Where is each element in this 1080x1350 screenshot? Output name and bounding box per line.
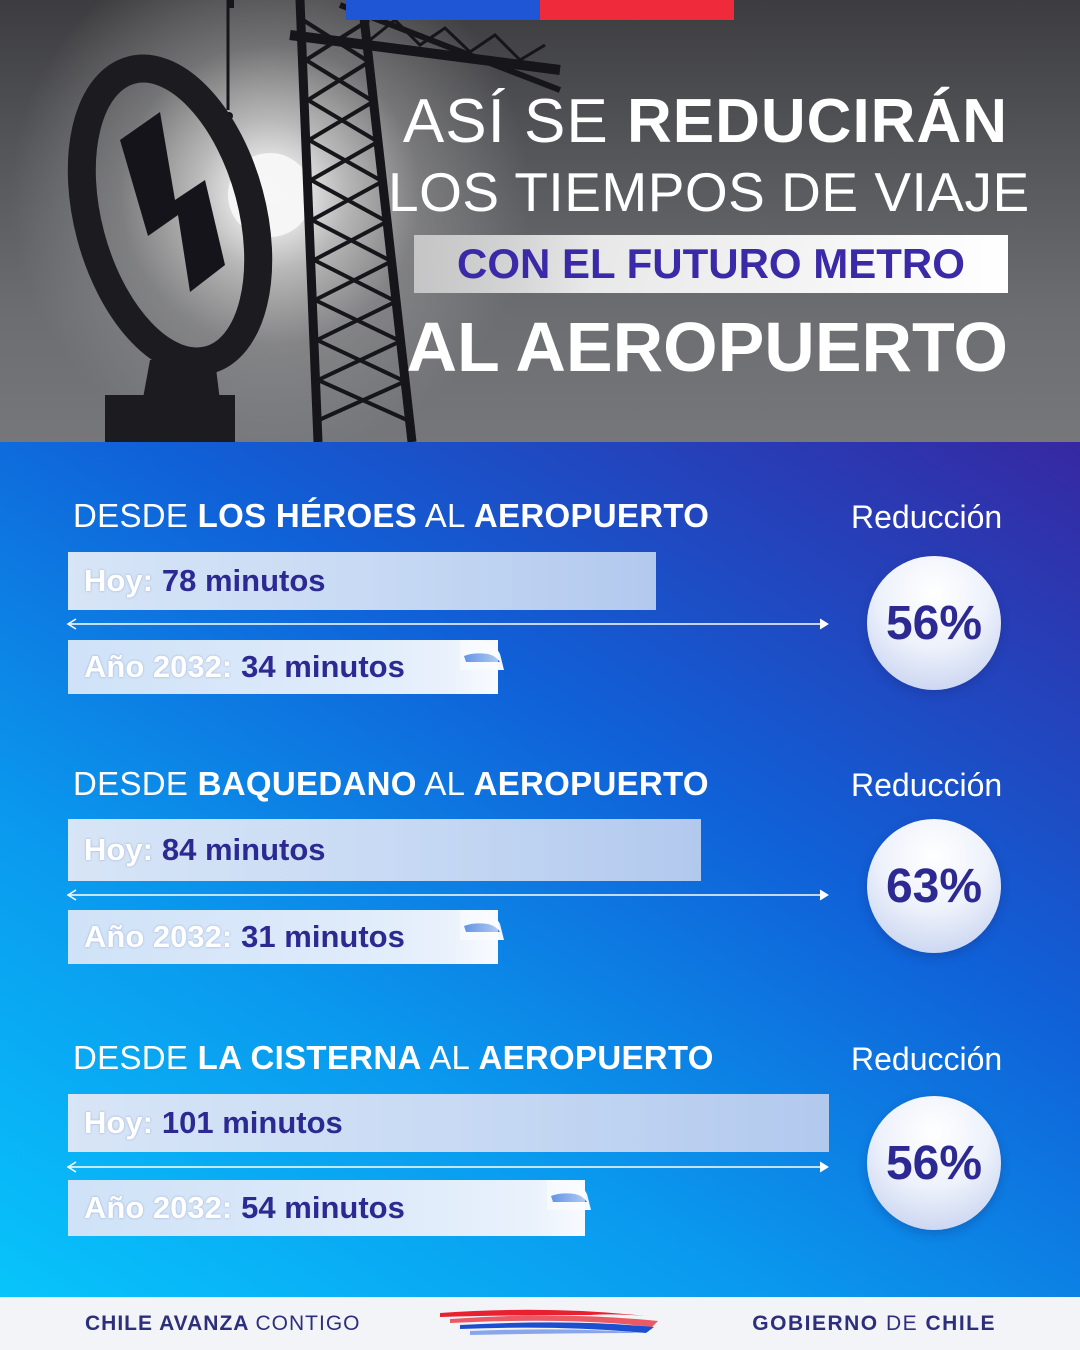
- reduction-label: Reducción: [851, 767, 1003, 803]
- reduction-percent-circle: 63%: [867, 819, 1001, 953]
- route-title-mid: AL: [424, 765, 465, 802]
- bar-future-text: Año 2032: 54 minutos: [84, 1180, 405, 1236]
- headline-bold: REDUCIRÁN: [627, 87, 1008, 156]
- route-destination: AEROPUERTO: [473, 497, 710, 534]
- flag-red-segment: [540, 0, 734, 20]
- route-title: DESDE LOS HÉROES AL AEROPUERTO: [73, 497, 709, 535]
- bar-future-train: Año 2032: 31 minutos: [68, 910, 504, 964]
- bar-today-value: 84 minutos: [161, 832, 326, 867]
- double-arrow-icon: [66, 889, 829, 901]
- route-destination: AEROPUERTO: [473, 765, 709, 802]
- reduction-label: Reducción: [851, 1041, 1003, 1077]
- headline: ASÍ SE REDUCIRÁN LOS TIEMPOS DE VIAJE CO…: [388, 84, 1030, 386]
- bar-today-label: Hoy:: [84, 832, 153, 867]
- footer-gov-word-1: GOBIERNO: [752, 1312, 879, 1335]
- bar-today-label: Hoy:: [84, 1105, 153, 1140]
- headline-row-4: AL AEROPUERTO: [406, 308, 1008, 386]
- footer-slogan: CHILE AVANZA CONTIGO: [85, 1297, 361, 1350]
- route-title-pre: DESDE: [73, 765, 189, 802]
- photo-background: [67, 0, 562, 442]
- bar-future-label: Año 2032:: [84, 919, 233, 954]
- bar-today-label: Hoy:: [84, 563, 153, 598]
- flag-color-bar: [346, 0, 734, 20]
- route-title-mid: AL: [429, 1039, 469, 1076]
- footer-slogan-word-3: CONTIGO: [255, 1312, 361, 1335]
- bar-future-text: Año 2032: 31 minutos: [84, 910, 405, 964]
- bar-today-text: Hoy: 101 minutos: [84, 1094, 343, 1152]
- bar-today-text: Hoy: 78 minutos: [84, 552, 326, 610]
- train-nose-icon: [547, 1180, 591, 1210]
- footer: CHILE AVANZA CONTIGO GOBIERNO DE CHILE: [0, 1297, 1080, 1350]
- route-title-pre: DESDE: [73, 1039, 189, 1076]
- bar-today-text: Hoy: 84 minutos: [84, 819, 326, 881]
- bar-future-train: Año 2032: 34 minutos: [68, 640, 504, 694]
- bar-today-value: 78 minutos: [161, 563, 326, 598]
- bar-today-value: 101 minutos: [161, 1105, 343, 1140]
- bar-future-label: Año 2032:: [84, 1190, 233, 1225]
- bar-today: Hoy: 84 minutos: [68, 819, 701, 881]
- header-photo-section: ASÍ SE REDUCIRÁN LOS TIEMPOS DE VIAJE CO…: [0, 0, 1080, 442]
- double-arrow-icon: [66, 1161, 829, 1173]
- route-origin: LOS HÉROES: [197, 497, 418, 534]
- gobierno-swoosh-logo-icon: [440, 1309, 658, 1335]
- bar-future-train: Año 2032: 54 minutos: [68, 1180, 591, 1236]
- bar-today: Hoy: 101 minutos: [68, 1094, 829, 1152]
- headline-row-1: ASÍ SE REDUCIRÁN: [388, 84, 1008, 160]
- headline-thin: ASÍ SE: [402, 87, 609, 156]
- route-origin: LA CISTERNA: [197, 1039, 422, 1076]
- route-block: DESDE BAQUEDANO AL AEROPUERTO Reducción …: [0, 442, 1080, 1297]
- bar-future-value: 31 minutos: [241, 919, 405, 954]
- reduction-label: Reducción: [851, 499, 1003, 535]
- route-title: DESDE LA CISTERNA AL AEROPUERTO: [73, 1039, 714, 1077]
- bar-future-value: 54 minutos: [241, 1190, 405, 1225]
- bar-future-text: Año 2032: 34 minutos: [84, 640, 405, 694]
- reduction-percent-circle: 56%: [867, 1096, 1001, 1230]
- flag-blue-segment: [346, 0, 540, 20]
- headline-highlight-box: CON EL FUTURO METRO: [414, 235, 1008, 293]
- comparison-section: DESDE LOS HÉROES AL AEROPUERTO Reducción…: [0, 442, 1080, 1297]
- route-title-mid: AL: [424, 497, 465, 534]
- reduction-percent-circle: 56%: [867, 556, 1001, 690]
- metro-logo-sign-icon: [67, 54, 273, 442]
- route-title-pre: DESDE: [73, 497, 189, 534]
- footer-gov-word-3: CHILE: [925, 1312, 996, 1335]
- construction-crane-icon: [226, 0, 562, 442]
- headline-row-2: LOS TIEMPOS DE VIAJE: [388, 161, 1030, 223]
- route-destination: AEROPUERTO: [478, 1039, 714, 1076]
- footer-government: GOBIERNO DE CHILE: [752, 1297, 996, 1350]
- route-title: DESDE BAQUEDANO AL AEROPUERTO: [73, 765, 709, 803]
- bar-today: Hoy: 78 minutos: [68, 552, 656, 610]
- bar-future-label: Año 2032:: [84, 649, 233, 684]
- footer-slogan-word-1: CHILE: [85, 1312, 153, 1335]
- footer-gov-word-2: DE: [885, 1312, 919, 1335]
- route-block: DESDE LOS HÉROES AL AEROPUERTO Reducción…: [0, 442, 1080, 1297]
- footer-slogan-word-2: AVANZA: [159, 1312, 249, 1335]
- route-block: DESDE LA CISTERNA AL AEROPUERTO Reducció…: [0, 442, 1080, 1297]
- route-origin: BAQUEDANO: [197, 765, 417, 802]
- bar-future-value: 34 minutos: [241, 649, 405, 684]
- double-arrow-icon: [66, 618, 829, 630]
